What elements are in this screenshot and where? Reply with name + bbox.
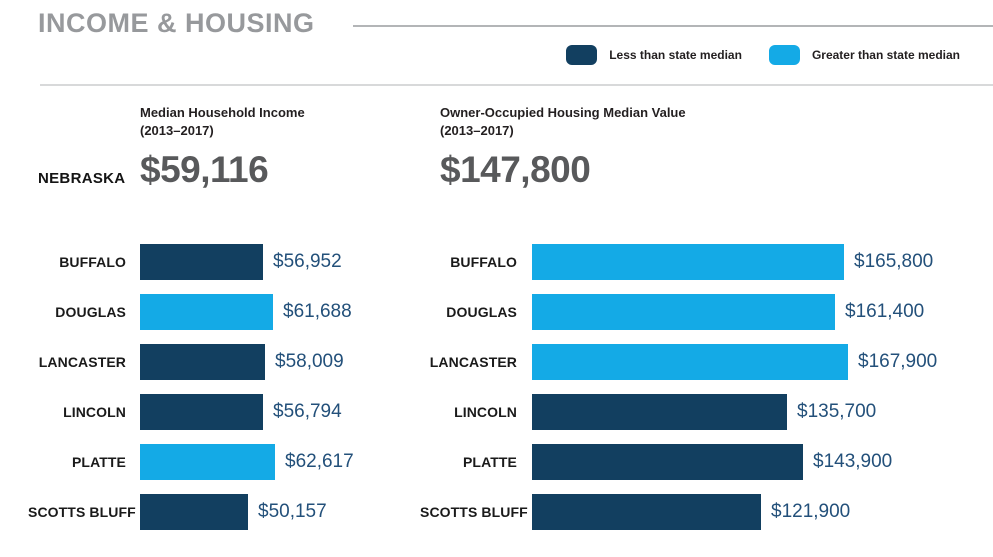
chart-row: PLATTE $143,900: [420, 444, 937, 480]
bar-less-than-median: [532, 394, 787, 430]
chart-row: PLATTE $62,617: [28, 444, 354, 480]
bar-value-label: $121,900: [771, 501, 851, 522]
legend-swatch-less-than-median: [566, 45, 598, 65]
county-label: DOUGLAS: [55, 304, 126, 320]
bar-less-than-median: [140, 344, 265, 380]
state-median-housing-value: $147,800: [440, 149, 591, 191]
bar-value-label: $135,700: [797, 401, 877, 422]
chart-row: SCOTTS BLUFF $121,900: [420, 494, 937, 530]
chart-row: LINCOLN $56,794: [28, 394, 354, 430]
chart-row: BUFFALO $56,952: [28, 244, 354, 280]
bar-value-label: $61,688: [283, 301, 352, 322]
housing-stat-heading: Owner-Occupied Housing Median Value (201…: [440, 104, 686, 140]
housing-stat-heading-line1: Owner-Occupied Housing Median Value: [440, 105, 686, 120]
bar-value-label: $56,952: [273, 251, 342, 272]
county-label: PLATTE: [71, 454, 126, 470]
bar-value-label: $165,800: [854, 251, 934, 272]
bar-value-label: $50,157: [258, 501, 327, 522]
bar-value-label: $143,900: [813, 451, 893, 472]
state-median-income-value: $59,116: [140, 149, 269, 191]
bar-value-label: $62,617: [285, 451, 354, 472]
state-label: NEBRASKA: [38, 170, 126, 187]
page-title: INCOME & HOUSING: [38, 8, 315, 38]
legend-label: Less than state median: [609, 48, 742, 62]
chart-row: LANCASTER $58,009: [28, 344, 354, 380]
bar-greater-than-median: [532, 244, 844, 280]
bar-value-label: $58,009: [275, 351, 344, 372]
county-label: PLATTE: [462, 454, 517, 470]
legend-swatch-greater-than-median: [768, 45, 800, 65]
bar-greater-than-median: [532, 294, 835, 330]
header-separator-rule: [40, 84, 993, 86]
county-label: BUFFALO: [450, 254, 517, 270]
county-label: SCOTTS BLUFF: [420, 504, 528, 520]
income-stat-heading-line2: (2013–2017): [140, 123, 214, 139]
chart-row: DOUGLAS $61,688: [28, 294, 354, 330]
legend-label: Greater than state median: [811, 48, 960, 62]
state-housing-stat: Owner-Occupied Housing Median Value (201…: [440, 104, 686, 191]
bar-less-than-median: [140, 244, 263, 280]
bar-value-label: $161,400: [845, 301, 925, 322]
county-label: BUFFALO: [59, 254, 126, 270]
county-label: SCOTTS BLUFF: [28, 504, 136, 520]
income-bar-chart: BUFFALO $56,952 DOUGLAS $61,688 LANCASTER $58…: [28, 244, 354, 544]
legend-item-greater-than-median: Greater than state median: [768, 45, 960, 65]
bar-less-than-median: [532, 444, 803, 480]
chart-row: SCOTTS BLUFF $50,157: [28, 494, 354, 530]
county-label: LINCOLN: [454, 404, 517, 420]
income-stat-heading: Median Household Income (2013–2017): [140, 104, 305, 140]
county-label: LANCASTER: [429, 354, 517, 370]
bar-greater-than-median: [140, 444, 275, 480]
county-label: LINCOLN: [63, 404, 126, 420]
state-income-stat: Median Household Income (2013–2017) $59,…: [140, 104, 305, 191]
chart-row: LANCASTER $167,900: [420, 344, 937, 380]
chart-row: DOUGLAS $161,400: [420, 294, 937, 330]
legend: Less than state median Greater than stat…: [566, 45, 960, 65]
bar-less-than-median: [532, 494, 761, 530]
chart-row: BUFFALO $165,800: [420, 244, 937, 280]
housing-stat-heading-line2: (2013–2017): [440, 123, 514, 139]
chart-row: LINCOLN $135,700: [420, 394, 937, 430]
bar-less-than-median: [140, 394, 263, 430]
bar-less-than-median: [140, 494, 248, 530]
county-label: DOUGLAS: [446, 304, 517, 320]
bar-greater-than-median: [532, 344, 848, 380]
title-rule: [353, 25, 993, 27]
bar-value-label: $167,900: [858, 351, 938, 372]
bar-value-label: $56,794: [273, 401, 342, 422]
bar-greater-than-median: [140, 294, 273, 330]
housing-bar-chart: BUFFALO $165,800 DOUGLAS $161,400 LANCASTER $…: [420, 244, 937, 544]
income-stat-heading-line1: Median Household Income: [140, 105, 305, 120]
county-label: LANCASTER: [38, 354, 126, 370]
legend-item-less-than-median: Less than state median: [566, 45, 742, 65]
